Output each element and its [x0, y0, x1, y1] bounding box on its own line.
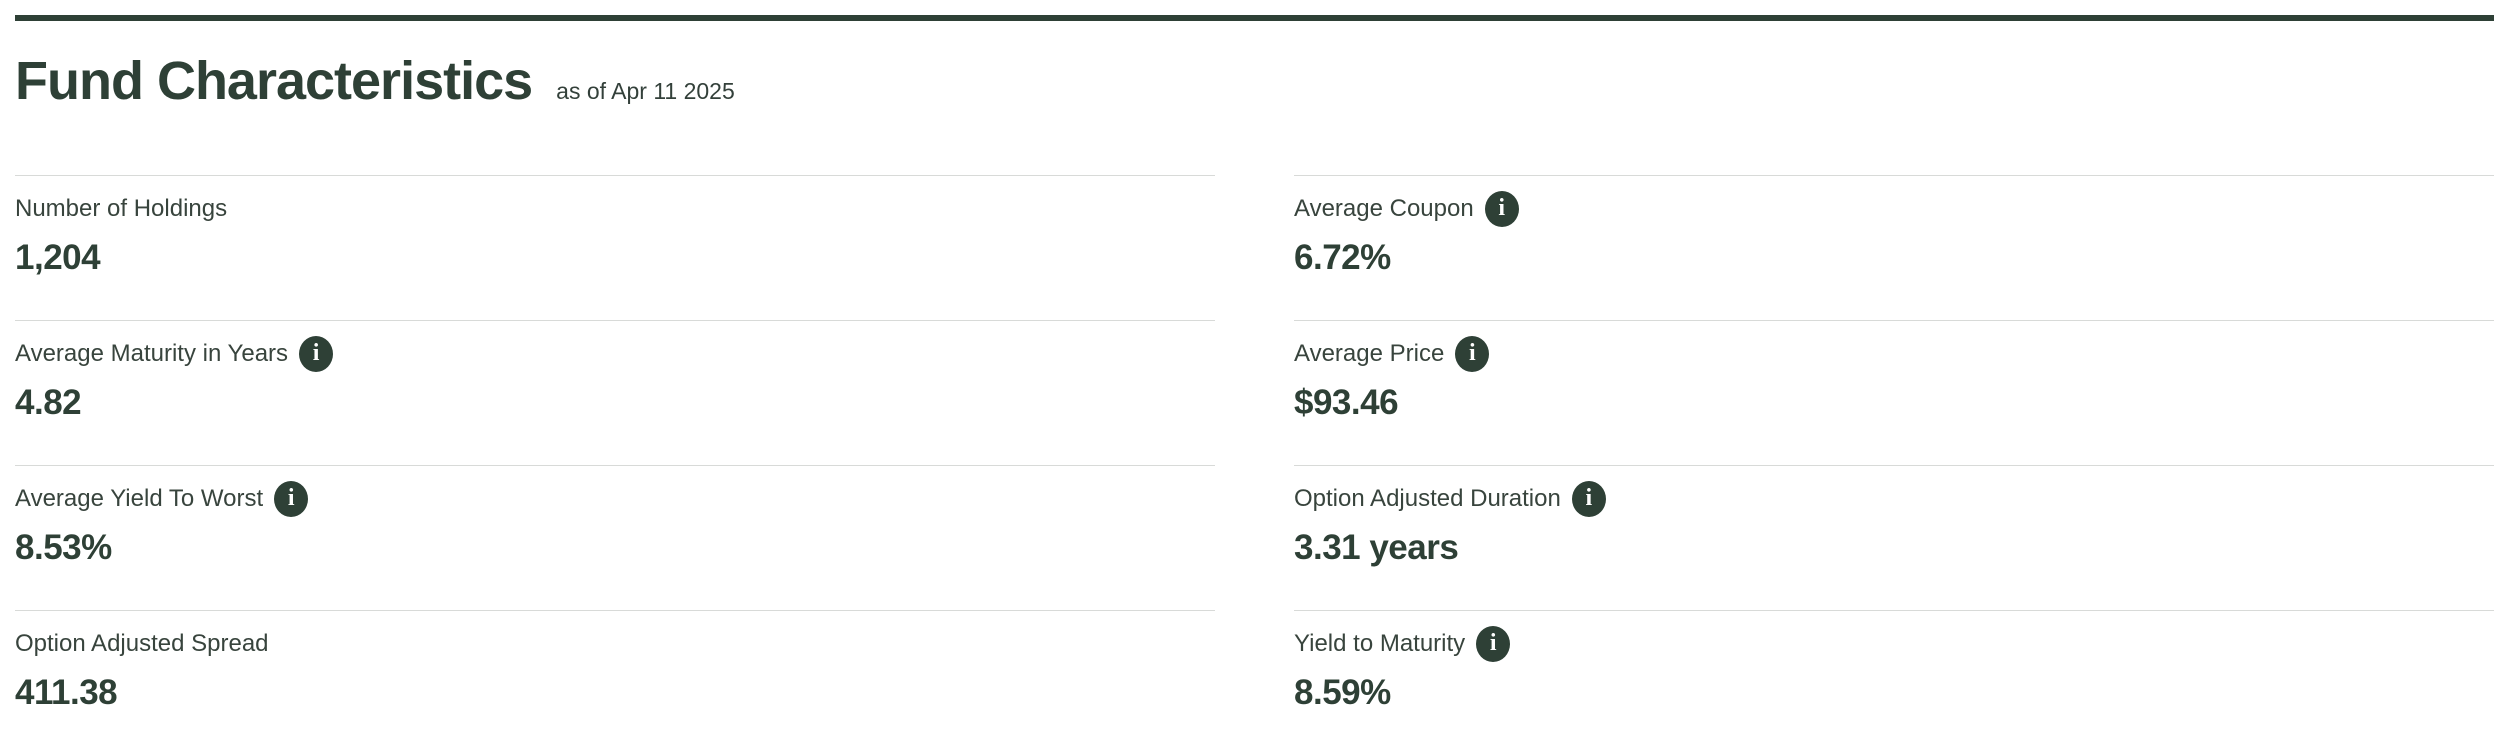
page-title: Fund Characteristics — [15, 51, 533, 111]
stat-option-adjusted-duration: Option Adjusted Duration i 3.31 years — [1294, 464, 2494, 610]
stat-average-price: Average Price i $93.46 — [1294, 319, 2494, 465]
stat-label-row: Average Price i — [1294, 335, 2494, 372]
stats-grid: Number of Holdings 1,204 Average Coupon … — [15, 174, 2494, 755]
info-icon-glyph: i — [287, 484, 295, 511]
stat-label: Average Coupon — [1294, 194, 1474, 222]
info-icon[interactable]: i — [1476, 625, 1511, 662]
stat-label-row: Yield to Maturity i — [1294, 625, 2494, 662]
stat-value: 3.31 years — [1294, 527, 1459, 567]
stat-number-of-holdings: Number of Holdings 1,204 — [15, 174, 1215, 320]
info-icon-glyph: i — [1498, 194, 1506, 221]
stat-value: 4.82 — [15, 382, 82, 422]
info-icon[interactable]: i — [1455, 335, 1490, 372]
stat-label: Average Maturity in Years — [15, 339, 289, 367]
info-icon[interactable]: i — [1571, 480, 1606, 517]
as-of-date: as of Apr 11 2025 — [556, 78, 735, 104]
stat-average-yield-to-worst: Average Yield To Worst i 8.53% — [15, 464, 1215, 610]
stat-label-row: Option Adjusted Duration i — [1294, 480, 2494, 517]
stat-label: Option Adjusted Duration — [1294, 484, 1561, 512]
stat-value: 1,204 — [15, 237, 101, 277]
stat-option-adjusted-spread: Option Adjusted Spread 411.38 — [15, 609, 1215, 755]
stat-label-row: Option Adjusted Spread — [15, 626, 1215, 662]
section-header: Fund Characteristics as of Apr 11 2025 — [15, 53, 2494, 110]
info-icon-glyph: i — [312, 339, 320, 366]
stat-label: Average Price — [1294, 339, 1445, 367]
stat-value: 411.38 — [15, 672, 118, 712]
stat-label-row: Average Coupon i — [1294, 190, 2494, 227]
stat-label-row: Average Yield To Worst i — [15, 480, 1215, 517]
stat-value: 8.53% — [15, 527, 112, 567]
stat-label-row: Number of Holdings — [15, 191, 1215, 227]
stat-average-maturity-in-years: Average Maturity in Years i 4.82 — [15, 319, 1215, 465]
stat-label-row: Average Maturity in Years i — [15, 335, 1215, 372]
stat-label: Yield to Maturity — [1294, 629, 1466, 657]
stat-average-coupon: Average Coupon i 6.72% — [1294, 174, 2494, 320]
stat-value: 8.59% — [1294, 672, 1391, 712]
stat-label: Option Adjusted Spread — [15, 629, 269, 657]
info-icon-glyph: i — [1468, 339, 1476, 366]
info-icon[interactable]: i — [274, 480, 309, 517]
stat-yield-to-maturity: Yield to Maturity i 8.59% — [1294, 609, 2494, 755]
stat-value: $93.46 — [1294, 382, 1399, 422]
stat-label: Average Yield To Worst — [15, 484, 264, 512]
info-icon-glyph: i — [1489, 629, 1497, 656]
stat-value: 6.72% — [1294, 237, 1391, 277]
info-icon[interactable]: i — [299, 335, 334, 372]
info-icon[interactable]: i — [1484, 190, 1519, 227]
info-icon-glyph: i — [1585, 484, 1593, 511]
stat-label: Number of Holdings — [15, 194, 228, 222]
section-top-rule — [15, 15, 2494, 21]
